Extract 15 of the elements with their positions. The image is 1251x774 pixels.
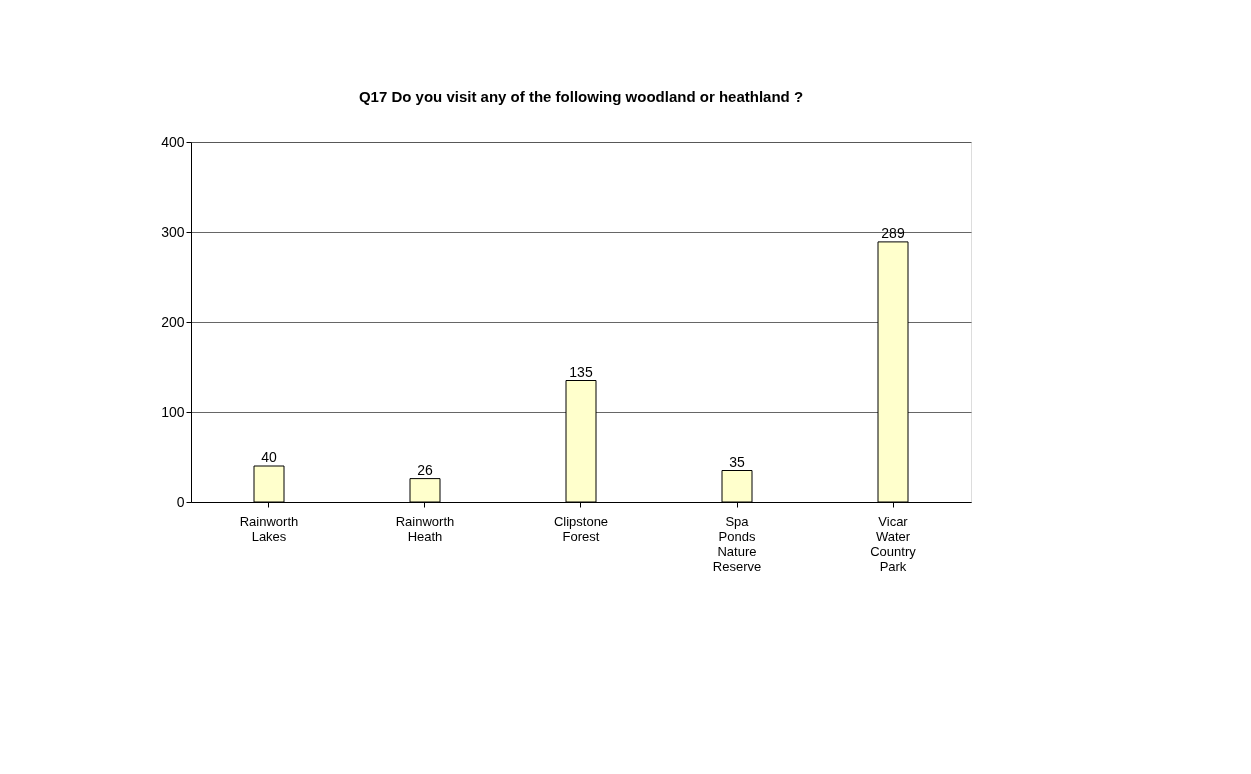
x-tick-label: Rainworth Heath	[395, 513, 455, 544]
y-tick-label: 200	[161, 313, 185, 330]
x-tick-label: Clipstone Forest	[553, 513, 609, 544]
y-tick-label: 0	[176, 493, 185, 510]
x-tick-label: Vicar Water Country Park	[870, 513, 917, 574]
x-tick-label: Rainworth Lakes	[239, 513, 299, 544]
data-label: 40	[261, 449, 277, 465]
data-label: 26	[417, 461, 433, 478]
data-label: 35	[729, 453, 745, 470]
data-label: 135	[569, 363, 593, 380]
x-tick-label: Spa Ponds Nature Reserve	[712, 513, 762, 574]
y-tick-label: 100	[161, 403, 185, 420]
y-tick-label: 300	[161, 223, 185, 240]
y-tick-label: 400	[161, 133, 185, 150]
chart-title: Q17 Do you visit any of the following woodland or heathland ?	[358, 88, 804, 105]
